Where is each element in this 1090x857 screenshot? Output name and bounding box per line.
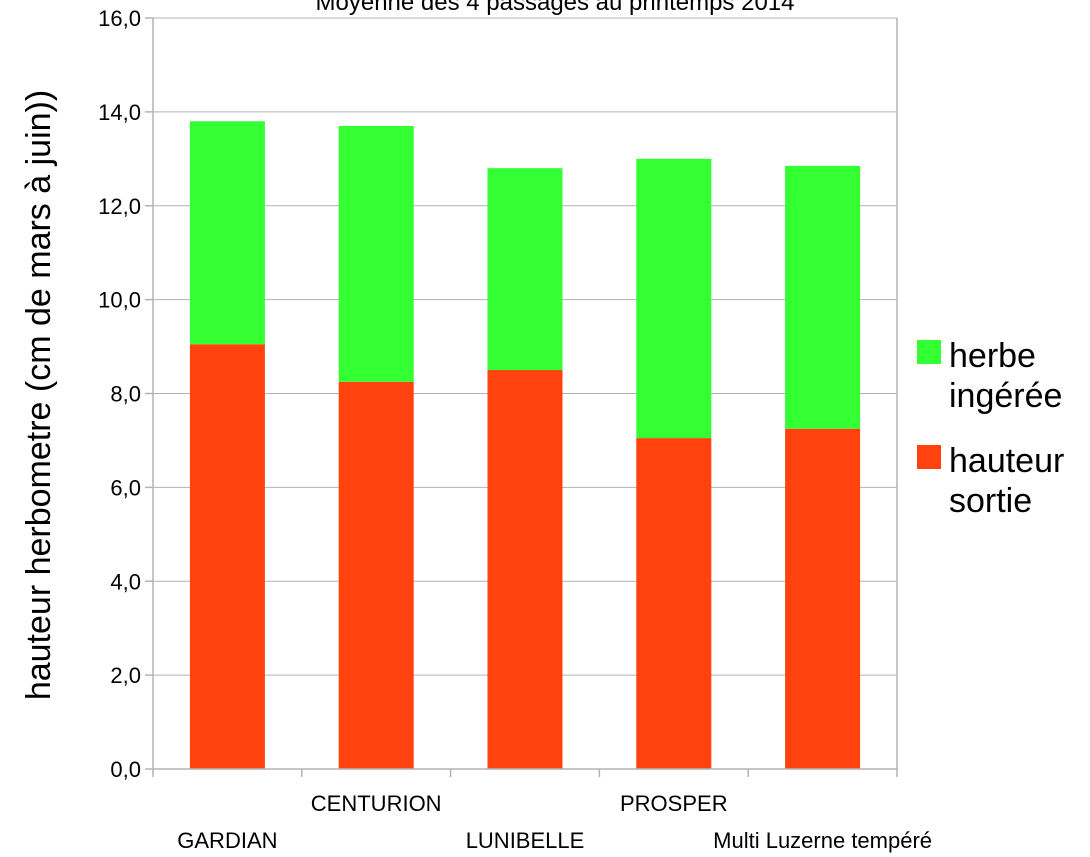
- y-tick-label: 0,0: [110, 757, 141, 782]
- x-category-labels: GARDIAN CENTURION LUNIBELLE PROSPER Multi Lu…: [177, 791, 932, 853]
- y-tick-label: 14,0: [98, 100, 141, 125]
- y-tick-label: 12,0: [98, 194, 141, 219]
- y-tick-label: 8,0: [110, 382, 141, 407]
- x-category-label: LUNIBELLE: [466, 828, 585, 853]
- x-category-label: PROSPER: [620, 791, 728, 816]
- legend-label: sortie: [949, 482, 1032, 520]
- x-category-label: CENTURION: [311, 791, 442, 816]
- x-category-label: GARDIAN: [177, 828, 277, 853]
- bar-segment: [189, 121, 265, 345]
- bar-segment: [338, 381, 414, 769]
- bar-segment: [636, 158, 712, 439]
- y-tick-labels: 0,0 2,0 4,0 6,0 8,0 10,0 12,0 14,0 16,0: [98, 6, 141, 782]
- legend-swatch: [917, 445, 941, 469]
- bar-segment: [785, 165, 861, 429]
- y-tick-label: 10,0: [98, 288, 141, 313]
- y-tick-label: 6,0: [110, 475, 141, 500]
- bar-segment: [636, 438, 712, 769]
- y-tick-label: 4,0: [110, 569, 141, 594]
- bar-segment: [487, 370, 563, 769]
- axes: [145, 17, 898, 777]
- bar-segment: [338, 125, 414, 382]
- legend-swatch: [917, 340, 941, 364]
- bars: [189, 121, 861, 769]
- y-tick-label: 16,0: [98, 6, 141, 31]
- legend-label: hauteur: [949, 442, 1064, 480]
- chart-title: Moyenne des 4 passages au printemps 2014: [316, 0, 795, 16]
- y-axis-label: hauteur herbometre (cm de mars à juin)): [20, 90, 58, 700]
- y-tick-label: 2,0: [110, 663, 141, 688]
- bar-segment: [189, 344, 265, 769]
- bar-segment: [785, 428, 861, 769]
- legend-label: herbe: [949, 337, 1036, 375]
- legend-label: ingérée: [949, 377, 1062, 415]
- bar-segment: [487, 168, 563, 371]
- x-category-label: Multi Luzerne tempéré: [713, 828, 932, 853]
